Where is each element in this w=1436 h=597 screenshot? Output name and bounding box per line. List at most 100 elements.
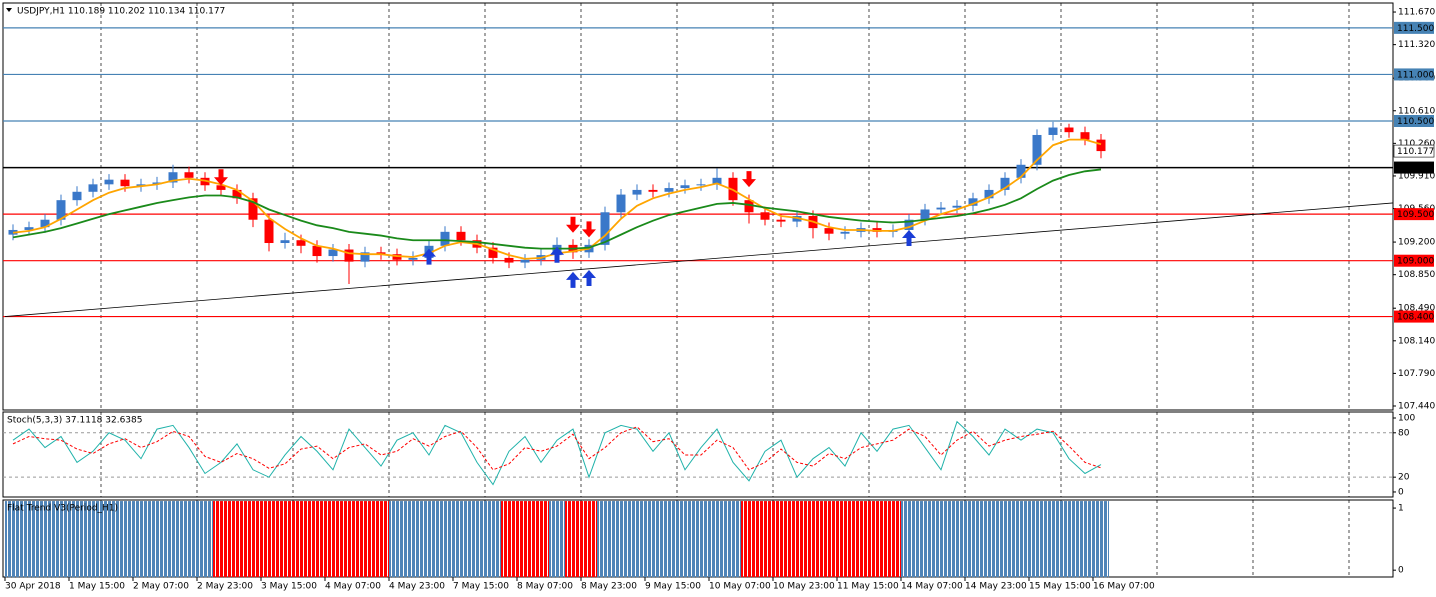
x-tick-label: 4 May 23:00 — [389, 582, 445, 592]
trend-bar — [757, 501, 773, 578]
candle-body — [1032, 134, 1042, 165]
y-tick-label: 20 — [1398, 473, 1410, 483]
candle-body — [328, 249, 338, 257]
stoch-line — [12, 420, 1102, 486]
trend-bar — [341, 501, 357, 578]
trend-bar — [21, 501, 37, 578]
level-label-box — [1394, 161, 1434, 174]
level-label-box — [1394, 310, 1434, 323]
y-tick-label: 107.440 — [1398, 401, 1435, 411]
level-label-box — [1394, 68, 1434, 81]
x-tick-label: 30 Apr 2018 — [5, 582, 61, 592]
candle-body — [1048, 127, 1058, 135]
candle-body — [520, 259, 530, 263]
trend-bar — [85, 501, 101, 578]
y-tick-label: 0 — [1398, 487, 1404, 497]
trend-bar — [661, 501, 677, 578]
candle-body — [664, 188, 674, 192]
trend-bar — [357, 501, 373, 578]
y-tick-label: 108.140 — [1398, 336, 1435, 346]
stoch-line — [12, 426, 1102, 471]
trend-bar — [101, 501, 117, 578]
level-label-box — [1394, 115, 1434, 128]
trend-bar — [773, 501, 789, 578]
candle-body — [360, 252, 370, 262]
level-label: 109.000 — [1397, 257, 1434, 267]
candle-body — [72, 191, 82, 201]
x-tick-label: 9 May 15:00 — [645, 582, 701, 592]
x-tick-label: 11 May 15:00 — [837, 582, 899, 592]
x-tick-label: 8 May 23:00 — [581, 582, 637, 592]
trend-bar — [837, 501, 853, 578]
panel-title: USDJPY,H1 110.189 110.202 110.134 110.17… — [17, 7, 225, 17]
trend-bar — [501, 501, 517, 578]
candle-body — [712, 177, 722, 185]
candle-body — [1000, 177, 1010, 190]
trend-bar — [549, 501, 565, 578]
candle-body — [600, 212, 610, 245]
trend-bar — [133, 501, 149, 578]
candle-body — [920, 209, 930, 220]
trend-bar — [1061, 501, 1077, 578]
x-tick-label: 2 May 07:00 — [133, 582, 189, 592]
candle-body — [280, 240, 290, 244]
x-tick-label: 8 May 07:00 — [517, 582, 573, 592]
x-tick-label: 10 May 07:00 — [709, 582, 771, 592]
candle-body — [936, 207, 946, 210]
trend-bar — [453, 501, 469, 578]
trend-bar — [181, 501, 197, 578]
trend-bar — [581, 501, 597, 578]
trend-bar — [917, 501, 933, 578]
candle-body — [696, 184, 706, 186]
trend-bar — [517, 501, 533, 578]
x-tick-label: 2 May 23:00 — [197, 582, 253, 592]
y-tick-label: 111.320 — [1398, 40, 1435, 50]
trend-bar — [933, 501, 949, 578]
trend-bar — [1093, 501, 1109, 578]
trend-bar — [885, 501, 901, 578]
level-label: 111.500 — [1397, 24, 1434, 34]
candle-body — [232, 189, 242, 199]
candle-body — [40, 219, 50, 228]
candle-body — [184, 172, 194, 178]
level-label: 110.500 — [1397, 117, 1434, 127]
signal-arrow — [582, 221, 596, 238]
candle-body — [1064, 127, 1074, 133]
y-tick-label: 110.260 — [1398, 139, 1435, 149]
y-tick-label: 111.670 — [1398, 8, 1435, 18]
candle-body — [104, 179, 114, 185]
trend-bar — [565, 501, 581, 578]
candle-body — [968, 198, 978, 206]
candle-body — [24, 227, 34, 230]
y-tick-label: 108.490 — [1398, 304, 1435, 314]
trend-bar — [1045, 501, 1061, 578]
x-tick-label: 14 May 23:00 — [965, 582, 1027, 592]
trend-bar — [261, 501, 277, 578]
trend-bar — [69, 501, 85, 578]
y-tick-label: 100 — [1398, 413, 1415, 423]
trend-bar — [309, 501, 325, 578]
trend-bar — [981, 501, 997, 578]
signal-arrow — [550, 246, 564, 263]
candle-body — [392, 254, 402, 260]
trend-bar — [533, 501, 549, 578]
x-tick-label: 15 May 15:00 — [1029, 582, 1091, 592]
y-tick-label: 1 — [1398, 504, 1404, 514]
candle-body — [648, 189, 658, 192]
candle-body — [56, 200, 66, 220]
trend-bar — [389, 501, 405, 578]
candle-body — [440, 231, 450, 246]
trend-bar — [485, 501, 501, 578]
trend-bar — [373, 501, 389, 578]
panel-title: Stoch(5,3,3) 37.1118 32.6385 — [7, 416, 142, 426]
level-label: 109.500 — [1397, 210, 1434, 220]
trend-bar — [1013, 501, 1029, 578]
candle-body — [88, 184, 98, 192]
trend-bar — [997, 501, 1013, 578]
candle-body — [120, 179, 130, 187]
trend-bar — [693, 501, 709, 578]
candle-body — [264, 219, 274, 244]
stoch-panel — [2, 411, 1394, 498]
trendline — [4, 202, 1393, 317]
y-tick-label: 110.610 — [1398, 106, 1435, 116]
